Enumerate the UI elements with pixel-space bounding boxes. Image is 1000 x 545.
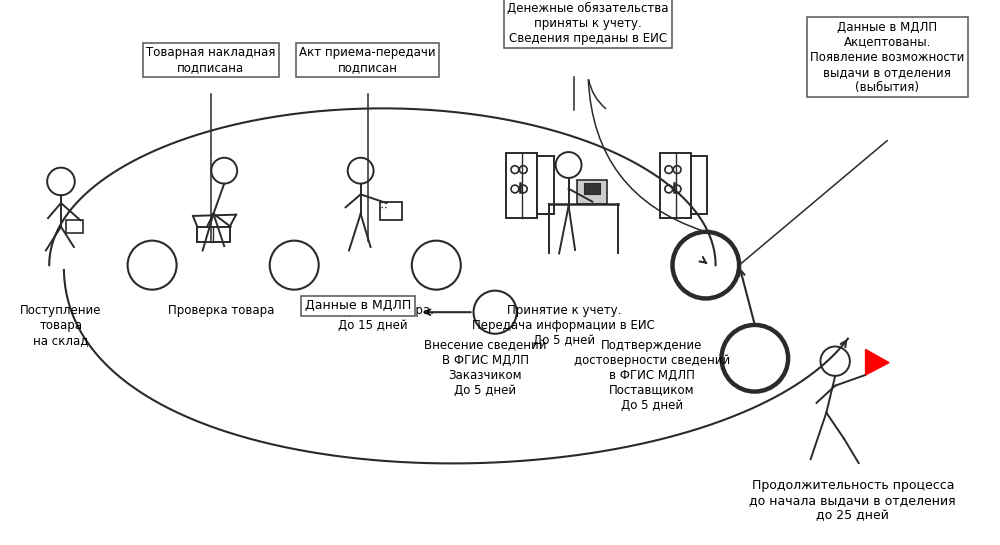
Text: Данные в МДЛП: Данные в МДЛП [305, 299, 411, 312]
FancyBboxPatch shape [506, 154, 537, 218]
FancyBboxPatch shape [584, 183, 600, 194]
Text: Акт приема-передачи
подписан: Акт приема-передачи подписан [299, 46, 436, 74]
Text: Принятие к учету.
Передача информации в ЕИС
До 5 дней: Принятие к учету. Передача информации в … [472, 304, 655, 347]
Text: Поступление
товара
на склад: Поступление товара на склад [20, 304, 102, 347]
FancyBboxPatch shape [577, 180, 607, 204]
Polygon shape [866, 349, 889, 375]
Text: Товарная накладная
подписана: Товарная накладная подписана [146, 46, 276, 74]
Text: Денежные обязательства
приняты к учету.
Сведения преданы в ЕИС: Денежные обязательства приняты к учету. … [507, 2, 669, 45]
Text: Внесение сведений
В ФГИС МДЛП
Заказчиком
До 5 дней: Внесение сведений В ФГИС МДЛП Заказчиком… [424, 338, 547, 397]
FancyBboxPatch shape [537, 156, 554, 214]
Text: Продолжительность процесса
до начала выдачи в отделения
до 25 дней: Продолжительность процесса до начала выд… [749, 479, 956, 522]
Text: Подтверждение
достоверности сведений
в ФГИС МДЛП
Поставщиком
До 5 дней: Подтверждение достоверности сведений в Ф… [574, 338, 730, 411]
FancyBboxPatch shape [660, 154, 691, 218]
Text: Данные в МДЛП
Акцептованы.
Появление возможности
выдачи в отделения
(выбытия): Данные в МДЛП Акцептованы. Появление воз… [810, 21, 964, 94]
Text: Экспертиза товара.
До 15 дней: Экспертиза товара. До 15 дней [311, 304, 434, 332]
Text: Проверка товара: Проверка товара [168, 304, 274, 317]
FancyBboxPatch shape [691, 156, 707, 214]
